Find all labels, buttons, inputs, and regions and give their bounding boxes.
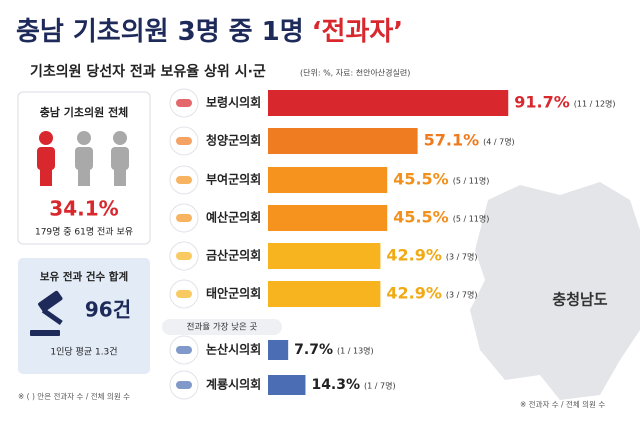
lowest-pill: [162, 319, 282, 335]
bar: [268, 205, 388, 231]
title: 충남 기초의원 3명 중 1명: [16, 17, 304, 47]
value-label: 57.1%: [424, 131, 480, 150]
title-line: 충남 기초의원 3명 중 1명 ‘전과자’: [16, 17, 403, 47]
map-label: 충청남도: [552, 291, 607, 309]
map-shape: [470, 182, 640, 400]
note-label: (1 / 7명): [364, 381, 396, 391]
note-label: (5 / 11명): [453, 214, 490, 224]
total-value: 96건: [85, 298, 131, 322]
bar: [268, 281, 381, 307]
bar: [268, 128, 418, 154]
category-label: 보령시의회: [206, 95, 261, 110]
value-label: 45.5%: [393, 208, 449, 227]
value-label: 42.9%: [386, 284, 442, 303]
note-label: (1 / 13명): [337, 346, 374, 356]
bar: [268, 167, 388, 193]
council-icon-mark: [176, 381, 192, 389]
value-label: 14.3%: [311, 377, 360, 393]
title-highlight: ‘전과자’: [312, 17, 404, 47]
total-card: [18, 258, 150, 374]
note-label: (3 / 7명): [446, 290, 478, 300]
summary-heading: 충남 기초의원 전체: [40, 105, 129, 119]
note-label: (3 / 7명): [446, 252, 478, 262]
value-label: 45.5%: [393, 170, 449, 189]
subtitle: 기초의원 당선자 전과 보유율 상위 시·군: [30, 63, 266, 80]
note-label: (4 / 7명): [483, 137, 515, 147]
gavel-icon: [30, 290, 63, 336]
council-icon-mark: [176, 214, 192, 222]
council-icon-mark: [176, 176, 192, 184]
total-heading: 보유 전과 건수 합계: [40, 270, 128, 283]
footnote-right: ※ 전과자 수 / 전체 의원 수: [520, 399, 605, 409]
bar: [268, 340, 289, 360]
summary-value: 34.1%: [49, 197, 118, 221]
category-label: 논산시의회: [206, 342, 261, 357]
category-label: 계룡시의회: [206, 377, 261, 392]
summary-detail: 179명 중 61명 전과 보유: [35, 227, 133, 238]
value-label: 91.7%: [514, 93, 570, 112]
note-label: (11 / 12명): [574, 99, 616, 109]
category-label: 부여군의회: [206, 172, 261, 187]
category-label: 청양군의회: [206, 133, 261, 148]
council-icon-mark: [176, 137, 192, 145]
bar: [268, 243, 381, 269]
category-label: 예산군의회: [206, 210, 261, 225]
council-icon-mark: [176, 290, 192, 298]
council-icon-mark: [176, 252, 192, 260]
bar: [268, 90, 509, 116]
category-label: 금산군의회: [206, 248, 261, 263]
note-label: (5 / 11명): [453, 176, 490, 186]
council-icon-mark: [176, 99, 192, 107]
lowest-label: 전과율 가장 낮은 곳: [187, 322, 258, 333]
value-label: 42.9%: [386, 246, 442, 265]
source: (단위: %, 자료: 천안아산경실련): [300, 68, 410, 78]
footnote-left: ※ ( ) 안은 전과자 수 / 전체 의원 수: [18, 391, 130, 401]
council-icon-mark: [176, 346, 192, 354]
category-label: 태안군의회: [206, 286, 261, 301]
people-icons: [37, 131, 129, 186]
total-detail: 1인당 평균 1.3건: [50, 347, 117, 358]
value-label: 7.7%: [294, 342, 333, 358]
bar: [268, 375, 306, 395]
